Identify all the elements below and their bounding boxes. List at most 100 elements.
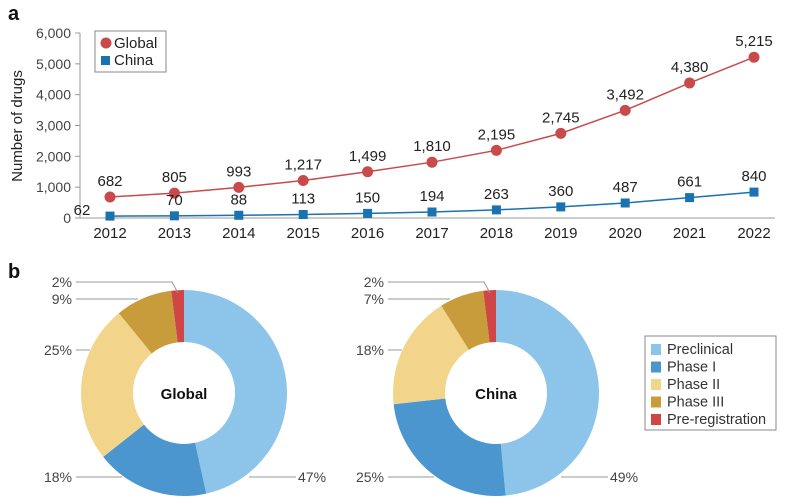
y-tick-label: 5,000 xyxy=(36,56,71,72)
data-label-china: 88 xyxy=(230,191,247,208)
data-label-global: 3,492 xyxy=(606,86,644,103)
legend-label: Pre-registration xyxy=(667,412,766,428)
donut-slice-phase-iii xyxy=(441,290,490,350)
data-point-china xyxy=(298,210,308,220)
donut-global: 47% 18% 25% 9%2% Global xyxy=(44,274,326,496)
data-point-global xyxy=(684,77,696,89)
data-point-china xyxy=(685,193,695,203)
percent-label: 49% xyxy=(610,469,638,485)
data-point-global xyxy=(233,181,245,193)
data-point-global xyxy=(748,51,760,63)
donut-center-label: Global xyxy=(161,386,208,403)
data-label-global: 1,810 xyxy=(413,138,451,155)
percent-label: 47% xyxy=(298,469,326,485)
percent-label: 18% xyxy=(44,469,72,485)
data-point-global xyxy=(104,191,116,203)
data-point-china xyxy=(427,207,437,217)
line-chart: 0 1,000 2,000 3,000 4,000 5,000 6,000 2012 2013 2… xyxy=(36,25,775,242)
donut-slice-phase-i xyxy=(393,398,506,496)
data-point-china xyxy=(169,211,179,221)
data-label-china: 263 xyxy=(484,186,509,203)
x-tick-label: 2014 xyxy=(222,225,255,242)
data-point-china xyxy=(620,198,630,208)
legend-a: Global China xyxy=(94,30,167,73)
data-point-global xyxy=(168,187,180,199)
legend-swatch xyxy=(651,344,661,355)
donut-center-label: China xyxy=(475,386,517,403)
donut-slice-phase-iii xyxy=(118,290,178,354)
data-label-global: 1,499 xyxy=(349,148,387,165)
legend-swatch xyxy=(651,361,661,373)
series-line-global xyxy=(109,56,755,198)
data-label-global: 682 xyxy=(97,173,122,190)
legend-marker-global xyxy=(100,37,112,49)
data-point-china xyxy=(105,211,115,221)
data-point-china xyxy=(491,205,501,215)
legend-label: Preclinical xyxy=(667,342,733,358)
data-point-china xyxy=(749,187,759,197)
y-tick-label: 1,000 xyxy=(36,179,71,195)
data-label-global: 993 xyxy=(226,163,251,180)
data-label-global: 2,745 xyxy=(542,109,580,126)
percent-label: 2% xyxy=(364,274,384,290)
y-tick-label: 3,000 xyxy=(36,118,71,134)
legend-swatch xyxy=(651,379,661,390)
donut-slice-preclinical xyxy=(184,290,287,494)
percent-label: 25% xyxy=(44,342,72,358)
data-point-global xyxy=(555,127,567,139)
x-tick-label: 2020 xyxy=(609,225,642,242)
legend-swatch xyxy=(651,396,661,408)
data-label-china: 194 xyxy=(419,188,444,205)
data-label-global: 1,217 xyxy=(284,156,322,173)
data-label-global: 2,195 xyxy=(478,126,516,143)
data-point-china xyxy=(234,210,244,220)
y-tick-label: 6,000 xyxy=(36,25,71,41)
legend-label: Phase III xyxy=(667,395,724,411)
y-axis-label: Number of drugs xyxy=(9,70,26,182)
data-point-china xyxy=(556,202,566,212)
data-label-global: 805 xyxy=(162,169,187,186)
legend-marker-china xyxy=(101,56,110,65)
data-label-china: 62 xyxy=(74,202,91,219)
donut-slice-phase-ii xyxy=(393,305,469,405)
donut-slice-pre-registration xyxy=(171,290,184,343)
data-label-china: 113 xyxy=(291,191,315,208)
x-tick-label: 2016 xyxy=(351,225,384,242)
data-label-china: 487 xyxy=(613,179,638,196)
percent-label: 25% xyxy=(356,469,384,485)
data-point-china xyxy=(363,208,373,218)
donut-slice-pre-registration xyxy=(483,290,496,343)
data-point-global xyxy=(362,166,374,178)
legend-box xyxy=(644,335,777,431)
leader-line xyxy=(388,281,491,294)
data-point-global xyxy=(490,144,502,156)
x-tick-label: 2018 xyxy=(480,225,513,242)
percent-label: 2% xyxy=(52,274,72,290)
x-tick-label: 2012 xyxy=(93,225,126,242)
data-label-global: 5,215 xyxy=(735,33,773,50)
x-tick-label: 2013 xyxy=(158,225,191,242)
donut-slice-preclinical xyxy=(496,290,599,496)
percent-label: 9% xyxy=(52,291,72,307)
y-tick-label: 0 xyxy=(63,210,71,226)
donut-china: 49% 25% 18% 7%2% China xyxy=(356,274,638,496)
data-point-global xyxy=(619,104,631,116)
legend-label-china: China xyxy=(114,52,154,69)
x-tick-label: 2021 xyxy=(673,225,706,242)
data-point-global xyxy=(426,156,438,168)
data-label-china: 661 xyxy=(677,174,702,191)
y-tick-label: 2,000 xyxy=(36,148,71,164)
data-label-global: 4,380 xyxy=(671,59,709,76)
data-label-china: 360 xyxy=(548,183,573,200)
legend-label: Phase I xyxy=(667,360,716,376)
x-tick-label: 2022 xyxy=(737,225,770,242)
data-label-china: 150 xyxy=(355,189,380,206)
data-label-china: 70 xyxy=(166,192,183,209)
percent-label: 18% xyxy=(356,342,384,358)
percent-label: 7% xyxy=(364,291,384,307)
leader-line xyxy=(76,281,179,294)
donut-slice-phase-i xyxy=(103,424,207,496)
